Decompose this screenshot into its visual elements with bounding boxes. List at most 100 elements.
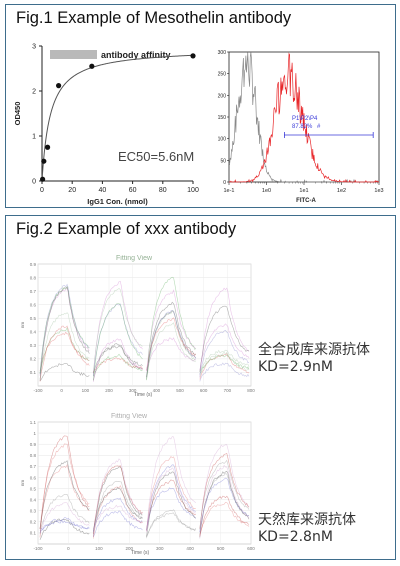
y-tick-label: 0.7 [30,289,37,294]
x-tick-label: 0 [40,187,44,194]
sensorgram-trace [93,487,143,532]
chart-a-xlabel: Time (s) [134,392,152,398]
sensorgram-trace [39,363,90,382]
y-tick-label: 100 [218,137,227,143]
x-tick-label: 100 [82,388,90,393]
y-tick-label: 0 [223,180,226,186]
sensorgram-trace [39,285,90,374]
sensorgram-trace [93,510,143,538]
x-tick-label: 80 [159,187,167,194]
ec50-annotation: EC50=5.6nM [118,149,194,164]
x-tick-label: 800 [247,388,255,393]
y-tick-label: 0.2 [30,357,37,362]
plot-frame [37,263,252,387]
sensorgram-trace [199,323,250,371]
sensorgram-trace [93,303,143,377]
y-tick-label: 0.6 [30,302,37,307]
sensorgram-trace [93,357,143,373]
sensorgram-trace [93,465,143,535]
y-tick-label: 0.9 [30,442,37,447]
x-tick-label: 600 [247,546,255,551]
gate-name-label: P1\P2\P4 [292,116,318,122]
sensorgram-trace [146,301,196,378]
plot-frame [37,421,252,545]
chart-a-title: Fitting View [116,255,153,262]
y-tick-label: 0.8 [30,275,37,280]
sensorgram-trace [39,494,90,534]
sensorgram-trace [93,504,143,530]
sensorgram-trace [146,317,197,371]
legend-label: antibody affinity [101,50,171,60]
y-tick-label: 0.5 [30,486,37,491]
chart-b-title: Fitting View [111,413,148,420]
sensorgram-trace [39,331,90,372]
y-tick-label: 1 [33,431,36,436]
y-tick-label: 0.1 [30,370,37,375]
sensorgram-trace [39,518,90,540]
sensorgram-trace [199,305,250,372]
sensorgram-trace [39,460,90,529]
y-tick-label: 0.9 [30,262,37,267]
sensorgram-trace [39,517,90,533]
y-tick-label: 250 [218,72,227,78]
y-tick-label: 0.4 [30,330,37,335]
fit-curve [41,54,194,182]
y-tick-label: 150 [218,115,227,121]
sensorgram-trace [146,509,197,539]
sensorgram-trace [199,477,250,533]
sensorgram-trace [146,456,196,532]
sensorgram-trace [146,276,196,380]
sensorgram-trace [93,345,143,374]
sensorgram-trace [93,353,143,377]
sensorgram-trace [199,329,250,376]
y-tick-label: 2 [32,89,36,96]
sensorgram-trace [146,471,196,537]
sensorgram-trace [146,310,196,381]
y-tick-label: 1 [32,134,36,141]
sensorgram-trace [39,326,90,374]
x-tick-label: 200 [105,388,113,393]
sensorgram-trace [199,459,250,530]
sensorgram-trace [146,512,197,537]
sensorgram-trace [39,283,90,375]
sensorgram-trace [93,466,143,537]
y-axis-label: OD450 [13,102,22,126]
sensorgram-trace [39,435,90,538]
sensorgram-trace [146,310,197,379]
sensorgram-trace [39,443,90,530]
sensorgram-trace [199,473,250,535]
y-tick-label: 0.6 [30,475,37,480]
x-tick-label: -100 [33,388,43,393]
x-tick-label: 1e2 [337,188,346,194]
sensorgram-trace [199,501,250,535]
data-point [40,176,46,182]
sensorgram-trace [199,452,250,529]
sensorgram-chart-a: Fitting View Time (s) 0.1 0.2 0.3 0.4 0.5 0.6… [20,255,255,398]
sensorgram-trace [39,502,90,535]
x-tick-label: 60 [129,187,137,194]
x-tick-label: 500 [217,546,225,551]
sensorgram-trace [199,354,250,374]
y-tick-label: 0.1 [30,531,37,536]
x-tick-label: 300 [156,546,164,551]
x-tick-label: 40 [99,187,107,194]
sensorgram-trace [146,464,196,531]
x-axis-label: FITC-A [296,198,316,204]
y-axis-label: nm [20,480,25,487]
histogram-series [229,52,379,183]
sensorgram-trace [146,467,196,533]
note-2: 天然库来源抗体 KD=2.8nM [258,512,356,546]
sensorgram-trace [199,349,250,372]
sensorgram-trace [93,287,143,373]
x-tick-label: 1e1 [299,188,308,194]
x-tick-label: 400 [186,546,194,551]
note-1-line-1: 全合成库来源抗体 [258,342,370,358]
sensorgram-trace [146,309,197,378]
sensorgram-chart-b: Fitting View Time (s) 0.1 0.2 0.3 0.4 0.5 0.6… [20,413,255,556]
chart-b-xlabel: Time (s) [131,550,149,556]
y-axis-label: nm [20,322,25,329]
x-tick-label: 300 [129,388,137,393]
sensorgram-trace [199,444,250,533]
figure-2-panel: Fig.2 Example of xxx antibody Fitting Vi… [5,215,396,560]
y-tick-label: 200 [218,93,227,99]
